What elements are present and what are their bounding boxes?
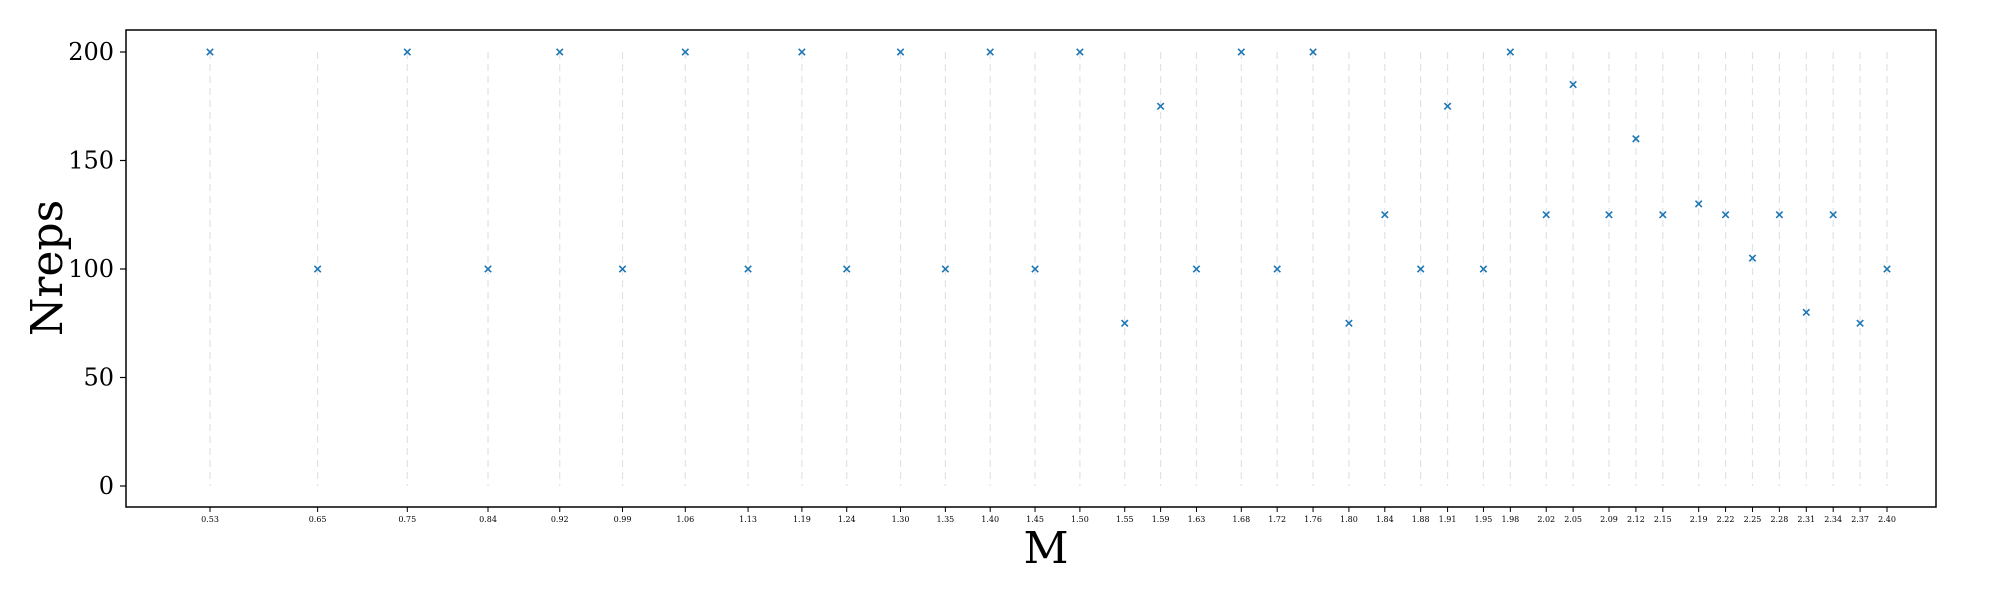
x-tick-label-2: 0.75 <box>398 515 416 524</box>
grid-layer <box>209 52 1888 486</box>
data-point-13 <box>1031 265 1039 273</box>
x-tick-label-30: 2.12 <box>1627 515 1645 524</box>
x-tick-label-16: 1.59 <box>1152 515 1170 524</box>
data-point-22 <box>1381 210 1389 219</box>
data-point-27 <box>1542 210 1550 219</box>
x-tick-label-4: 0.92 <box>551 515 569 524</box>
x-tick-label-38: 2.37 <box>1851 515 1869 524</box>
x-tick-label-23: 1.88 <box>1412 515 1430 524</box>
y-axis-label: Nreps <box>22 200 73 336</box>
data-point-0 <box>206 48 214 56</box>
data-point-6 <box>681 48 690 56</box>
x-tick-label-26: 1.98 <box>1501 515 1519 524</box>
data-point-3 <box>484 265 492 273</box>
x-tick-label-3: 0.84 <box>479 515 497 524</box>
data-point-16 <box>1156 102 1165 111</box>
x-tick-label-27: 2.02 <box>1537 515 1555 524</box>
x-tick-label-13: 1.45 <box>1026 515 1044 524</box>
x-tick-label-1: 0.65 <box>309 515 327 524</box>
data-point-23 <box>1416 265 1425 273</box>
plot-frame <box>125 29 1937 508</box>
data-point-14 <box>1076 48 1084 56</box>
data-point-1 <box>313 265 322 273</box>
data-point-8 <box>798 48 806 56</box>
x-axis-label: M <box>1023 523 1068 574</box>
data-point-5 <box>618 265 627 273</box>
data-point-31 <box>1659 210 1667 219</box>
y-tick-label-2: 100 <box>68 255 114 283</box>
data-point-18 <box>1237 48 1246 56</box>
x-tick-label-19: 1.72 <box>1268 515 1286 524</box>
x-tick-label-39: 2.40 <box>1878 515 1896 524</box>
x-tick-label-21: 1.80 <box>1340 515 1358 524</box>
x-tick-label-20: 1.76 <box>1304 515 1322 524</box>
data-point-37 <box>1829 210 1837 219</box>
data-point-25 <box>1479 265 1488 273</box>
y-tick-label-1: 50 <box>83 364 114 392</box>
x-tick-label-34: 2.25 <box>1744 515 1762 524</box>
x-tick-label-8: 1.19 <box>793 515 811 524</box>
x-tick-label-29: 2.09 <box>1600 515 1618 524</box>
x-tick-label-17: 1.63 <box>1188 515 1206 524</box>
data-point-4 <box>555 48 564 56</box>
x-tick-label-6: 1.06 <box>676 515 694 524</box>
x-tick-label-7: 1.13 <box>739 515 757 524</box>
y-tick-label-0: 0 <box>99 472 114 500</box>
y-tick-label-4: 200 <box>68 38 114 66</box>
x-tick-label-12: 1.40 <box>981 515 999 524</box>
x-tick-label-0: 0.53 <box>201 515 219 524</box>
data-point-11 <box>941 265 950 273</box>
x-axis: 0.53 0.65 0.75 0.84 0.92 0.99 1.06 1.13 1.19 1.24… <box>201 507 1896 524</box>
data-point-32 <box>1694 200 1703 208</box>
data-point-24 <box>1443 102 1452 111</box>
data-point-19 <box>1273 265 1281 273</box>
data-point-2 <box>403 48 412 56</box>
x-tick-label-37: 2.34 <box>1824 515 1842 524</box>
x-tick-label-32: 2.19 <box>1690 515 1708 524</box>
y-axis: 0 50 100 150 200 <box>68 38 126 500</box>
y-tick-label-3: 150 <box>68 147 114 175</box>
data-point-28 <box>1569 80 1577 89</box>
x-tick-label-11: 1.35 <box>936 515 954 524</box>
data-point-38 <box>1856 319 1864 328</box>
data-point-15 <box>1120 319 1129 328</box>
data-point-9 <box>842 265 851 273</box>
x-tick-label-24: 1.91 <box>1439 515 1457 524</box>
x-tick-label-5: 0.99 <box>614 515 632 524</box>
data-point-34 <box>1748 254 1757 262</box>
x-tick-label-25: 1.95 <box>1475 515 1493 524</box>
data-point-26 <box>1506 48 1515 56</box>
data-point-29 <box>1605 210 1613 219</box>
x-tick-label-31: 2.15 <box>1654 515 1672 524</box>
data-point-10 <box>896 48 905 56</box>
data-points <box>206 48 1891 328</box>
data-point-33 <box>1721 210 1730 219</box>
data-point-39 <box>1883 265 1891 273</box>
x-tick-label-33: 2.22 <box>1717 515 1735 524</box>
x-tick-label-36: 2.31 <box>1797 515 1815 524</box>
data-point-17 <box>1192 265 1201 273</box>
data-point-35 <box>1775 210 1784 219</box>
data-point-21 <box>1345 319 1353 328</box>
x-tick-label-15: 1.55 <box>1116 515 1134 524</box>
data-point-12 <box>986 48 994 56</box>
x-tick-label-10: 1.30 <box>892 515 910 524</box>
x-tick-label-35: 2.28 <box>1770 515 1788 524</box>
x-tick-label-28: 2.05 <box>1564 515 1582 524</box>
data-point-20 <box>1309 48 1317 56</box>
data-point-7 <box>744 265 752 273</box>
x-tick-label-22: 1.84 <box>1376 515 1394 524</box>
x-tick-label-18: 1.68 <box>1232 515 1250 524</box>
data-point-36 <box>1802 308 1811 317</box>
x-tick-label-14: 1.50 <box>1071 515 1089 524</box>
data-point-30 <box>1632 135 1640 143</box>
x-tick-label-9: 1.24 <box>838 515 856 524</box>
